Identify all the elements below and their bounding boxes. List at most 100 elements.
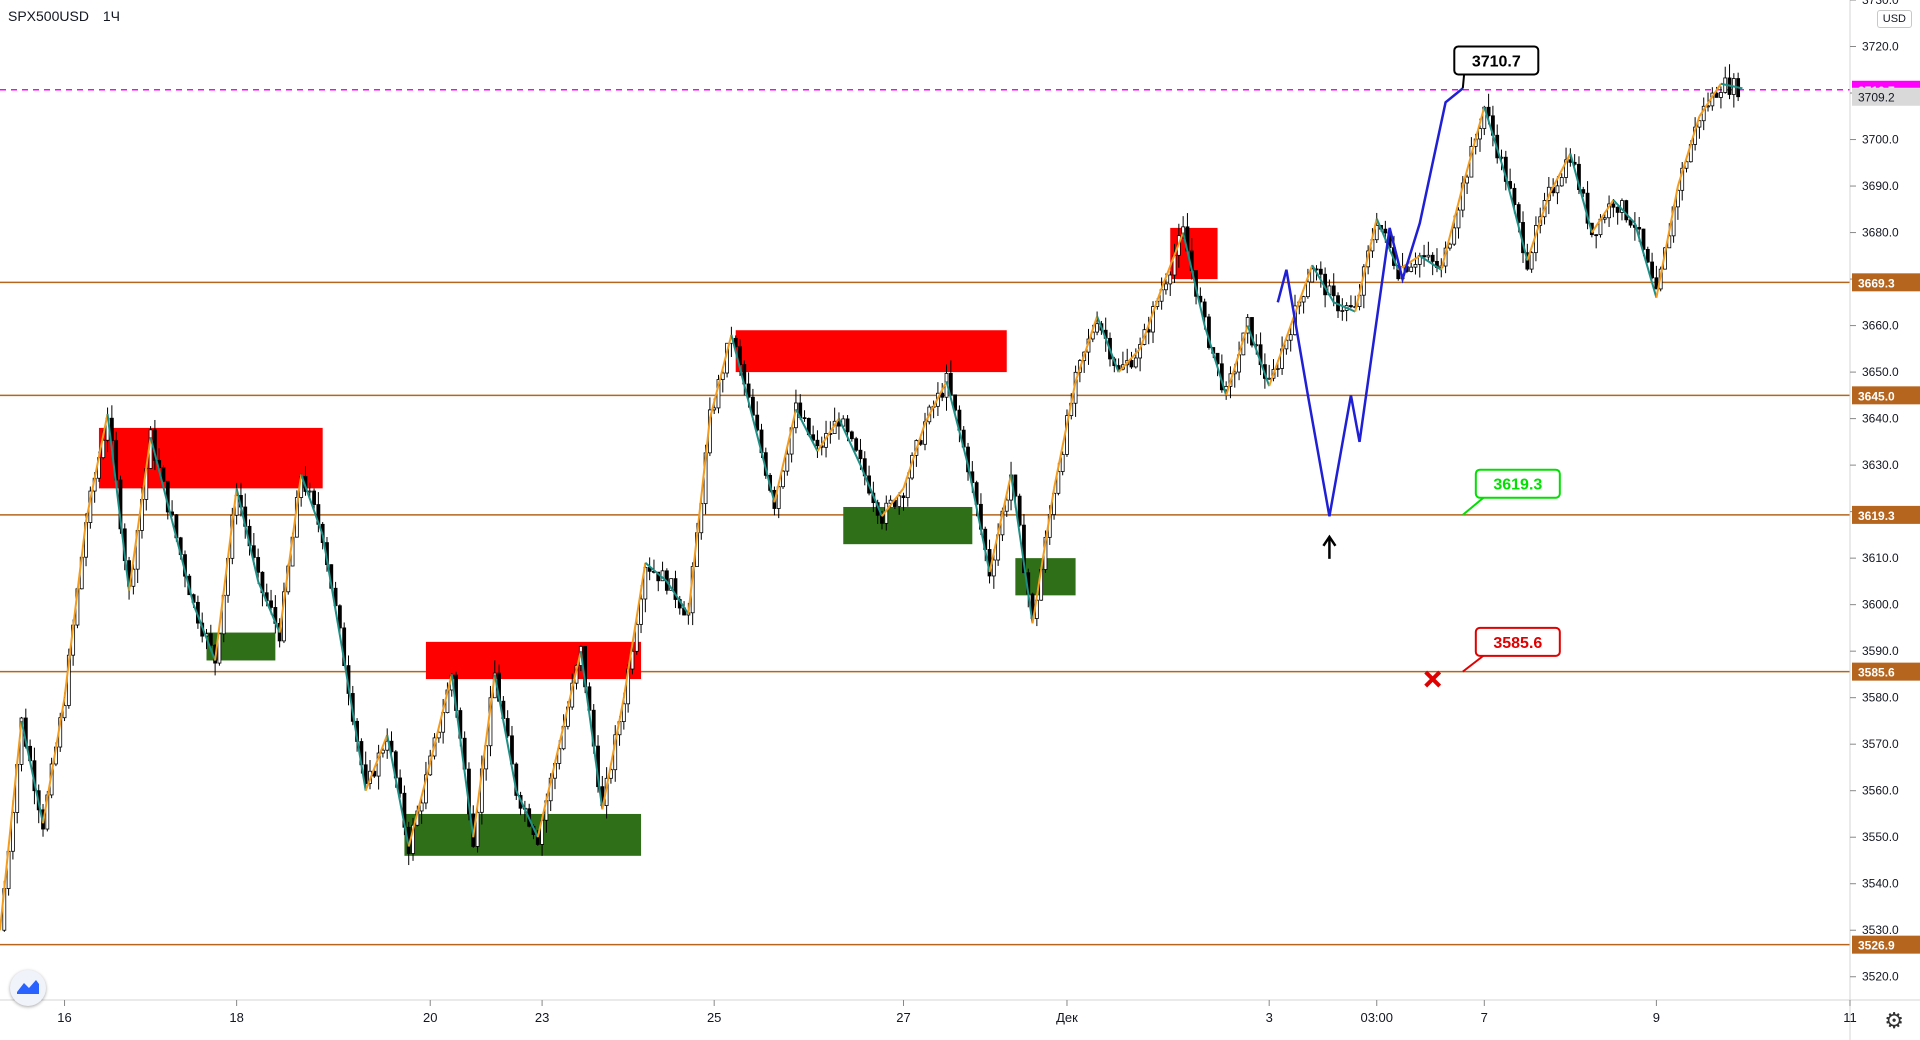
candle-body [1465,176,1469,184]
candle-body [897,495,902,507]
price-tick-label: 3580.0 [1862,691,1899,705]
zigzag-up-segment [988,474,1013,573]
candle-body [557,748,562,764]
price-tick-label: 3550.0 [1862,830,1899,844]
annotations: 3710.7 3619.3 3585.6 [1322,45,1561,688]
up-arrow-head [1322,534,1337,547]
zigzag-down-segment [171,520,195,605]
zigzag-up-segment [601,697,625,810]
zigzag-up-segment [364,734,389,792]
price-tick-label: 3720.0 [1862,40,1899,54]
zigzag-up-segment [42,697,66,824]
zigzag-up-segment [536,743,561,838]
zigzag-up-segment [881,487,905,517]
callout-box [1474,468,1561,499]
zigzag-up-segment [1160,232,1185,289]
zones [98,227,1218,856]
zigzag-down-segment [106,413,131,591]
zigzag-down-segment [1182,232,1206,326]
candle-body [815,439,820,447]
candle-body [1168,274,1173,285]
candle-body [673,578,678,600]
zigzag-up-segment [214,488,238,661]
zigzag-down-segment [192,604,217,661]
candle-body [1555,185,1560,194]
price-tick-label: 3650.0 [1862,365,1899,379]
candle-body [1645,248,1650,263]
callout-text: 3619.3 [1493,477,1542,494]
zigzag-down-segment [1246,325,1271,387]
zigzag-up-segment [1397,254,1421,271]
callout-box [1453,45,1540,76]
candle-body [1637,226,1642,230]
candle-body [755,414,760,431]
symbol-name[interactable]: SPX500USD [8,8,89,24]
candle-body [1164,283,1168,291]
candle-body [256,557,261,573]
zigzag-up-segment [924,380,948,424]
zigzag-up-segment [558,650,582,745]
demand-zone [843,506,973,545]
candle-body [1426,254,1431,258]
time-tick-label: 11 [1843,1010,1857,1025]
candle-body [1349,305,1353,308]
zigzag-up-segment [429,674,453,764]
zigzag-down-segment [859,464,883,517]
zigzag-down-segment [515,790,539,838]
candle-body [363,764,368,784]
zigzag-down-segment [1483,106,1507,178]
candle-body [639,598,643,625]
candle-body [1486,106,1491,117]
time-tick-label: 18 [229,1010,243,1025]
zigzag-up-segment [472,674,496,838]
time-tick-label: 7 [1481,1010,1488,1025]
candle-body [398,777,403,794]
candle-body [1095,323,1099,333]
time-tick-label: 9 [1653,1010,1660,1025]
zigzag-down-segment [644,562,668,583]
zigzag-down-segment [149,436,174,522]
zigzag-up-segment [1268,325,1292,387]
price-tick-label: 3690.0 [1862,179,1899,193]
zigzag-down-segment [321,534,346,661]
zigzag-up-segment [85,413,109,522]
candle-body [781,470,785,488]
zigzag-down-segment [1633,222,1658,298]
callout-pointer [1462,494,1487,516]
zigzag-up-segment [622,562,647,698]
time-axis: 16 18 20 23 25 27 Дек 3 03:00 7 9 11 [57,1000,1857,1025]
candle-body [1452,227,1457,245]
interval-label[interactable]: 1Ч [102,8,120,24]
zigzag-up-segment [1031,488,1056,624]
candle-body [940,392,945,398]
callout-text: 3585.6 [1493,635,1542,652]
price-tick-label: 3560.0 [1862,784,1899,798]
candle-body [1288,334,1293,341]
zigzag-down-segment [1720,82,1743,90]
candle-body [785,453,790,472]
zigzag-up-segment [1698,83,1722,117]
zigzag-up-segment [1053,381,1077,489]
price-tick-label: 3540.0 [1862,877,1899,891]
settings-gear-icon[interactable]: ⚙ [1884,1008,1904,1033]
zigzag-down-segment [1096,315,1120,373]
candle-body [811,434,816,441]
candle-body [1615,206,1620,213]
zigzag-up-segment [1676,115,1701,187]
candle-body [1611,203,1616,208]
price-tick-label: 3610.0 [1862,551,1899,565]
level-label-bg [1852,273,1920,292]
last-price-label: 3709.2 [1858,91,1895,105]
time-tick-label: Дек [1056,1010,1078,1025]
callout-box [1474,626,1561,657]
tradingview-logo[interactable] [10,970,46,1006]
level-label: 3645.0 [1858,389,1895,403]
symbol-header[interactable]: SPX500USD 1Ч [8,8,130,24]
candle-body [376,752,381,777]
candle-body [269,600,273,608]
time-tick-label: 03:00 [1360,1010,1393,1025]
zigzag-up-segment [1655,185,1679,298]
candle-body [991,559,996,577]
candle-body [1650,261,1654,279]
